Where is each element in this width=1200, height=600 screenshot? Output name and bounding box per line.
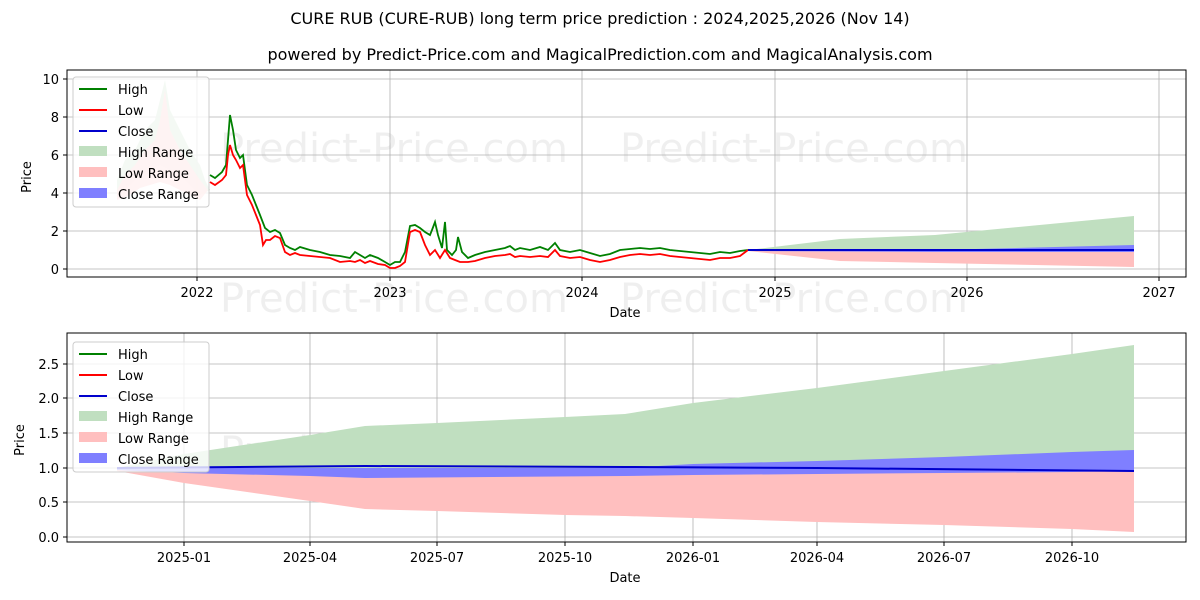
x-tick-label: 2025-01 xyxy=(157,551,211,566)
legend-low-range-label: Low Range xyxy=(118,167,189,182)
bottom-chart: Predict-Price.com Predict-Price.com xyxy=(13,332,1187,586)
y-axis-label: Price xyxy=(20,161,35,193)
legend-high-range-label: High Range xyxy=(118,146,193,161)
top-low-range xyxy=(748,251,1134,267)
y-tick-label: 0 xyxy=(51,263,59,278)
top-high-range xyxy=(748,216,1134,250)
bottom-legend: High Low Close High Range Low Range Clos… xyxy=(72,341,210,473)
top-low-line xyxy=(209,144,749,269)
x-tick-label: 2026-04 xyxy=(790,551,844,566)
legend-low-label: Low xyxy=(118,369,144,384)
bottom-axes-frame xyxy=(66,332,1187,543)
legend-high-range-label: High Range xyxy=(118,411,193,426)
legend-close-label: Close xyxy=(118,390,153,405)
y-tick-label: 2 xyxy=(51,225,59,240)
bottom-y-axis: 0.0 0.5 1.0 1.5 2.0 2.5 Price xyxy=(13,358,67,546)
chart-title: CURE RUB (CURE-RUB) long term price pred… xyxy=(290,9,910,28)
x-tick-label: 2025 xyxy=(758,286,791,301)
x-axis-label: Date xyxy=(609,571,640,586)
bottom-close-line xyxy=(116,464,1135,472)
y-tick-label: 0.5 xyxy=(38,496,59,511)
legend-close-range-swatch xyxy=(79,453,107,463)
top-chart: Predict-Price.com Predict-Price.com Pred… xyxy=(20,69,1187,322)
x-tick-label: 2025-10 xyxy=(538,551,592,566)
watermark: Predict-Price.com xyxy=(220,276,568,322)
watermark: Predict-Price.com xyxy=(620,126,968,172)
watermark: Predict-Price.com xyxy=(620,276,968,322)
legend-high-label: High xyxy=(118,348,148,363)
top-axes-frame xyxy=(66,69,1187,278)
x-tick-label: 2026-01 xyxy=(666,551,720,566)
top-high-line xyxy=(209,114,749,267)
legend-close-label: Close xyxy=(118,125,153,140)
y-tick-label: 6 xyxy=(51,149,59,164)
legend-close-range-swatch xyxy=(79,188,107,198)
x-tick-label: 2026-07 xyxy=(917,551,971,566)
x-tick-label: 2022 xyxy=(180,286,213,301)
top-x-axis: 2022 2023 2024 2025 2026 2027 Date xyxy=(180,277,1176,321)
legend-low-range-swatch xyxy=(79,432,107,442)
x-tick-label: 2024 xyxy=(565,286,598,301)
y-tick-label: 8 xyxy=(51,111,59,126)
legend-close-range-label: Close Range xyxy=(118,188,199,203)
watermark: Predict-Price.com xyxy=(220,126,568,172)
bottom-close-range xyxy=(117,450,1134,478)
x-tick-label: 2026-10 xyxy=(1045,551,1099,566)
bottom-low-range xyxy=(117,468,1134,532)
legend-low-label: Low xyxy=(118,104,144,119)
x-tick-label: 2023 xyxy=(373,286,406,301)
y-tick-label: 4 xyxy=(51,187,59,202)
y-tick-label: 1.0 xyxy=(38,462,59,477)
legend-low-range-swatch xyxy=(79,167,107,177)
bottom-x-axis: 2025-01 2025-04 2025-07 2025-10 2026-01 … xyxy=(157,542,1099,586)
chart-subtitle: powered by Predict-Price.com and Magical… xyxy=(267,45,933,64)
legend-high-label: High xyxy=(118,83,148,98)
legend-close-range-label: Close Range xyxy=(118,453,199,468)
y-tick-label: 2.5 xyxy=(38,358,59,373)
x-tick-label: 2025-04 xyxy=(283,551,337,566)
x-axis-label: Date xyxy=(609,306,640,321)
legend-high-range-swatch xyxy=(79,411,107,421)
y-axis-label: Price xyxy=(13,424,28,456)
x-tick-label: 2027 xyxy=(1142,286,1175,301)
y-tick-label: 1.5 xyxy=(38,427,59,442)
top-legend: High Low Close High Range Low Range Clos… xyxy=(72,76,210,208)
bottom-high-range xyxy=(117,345,1134,468)
y-tick-label: 10 xyxy=(42,73,59,88)
y-tick-label: 0.0 xyxy=(38,531,59,546)
y-tick-label: 2.0 xyxy=(38,392,59,407)
legend-low-range-label: Low Range xyxy=(118,432,189,447)
x-tick-label: 2026 xyxy=(950,286,983,301)
legend-high-range-swatch xyxy=(79,146,107,156)
top-y-axis: 0 2 4 6 8 10 Price xyxy=(20,73,67,278)
x-tick-label: 2025-07 xyxy=(410,551,464,566)
